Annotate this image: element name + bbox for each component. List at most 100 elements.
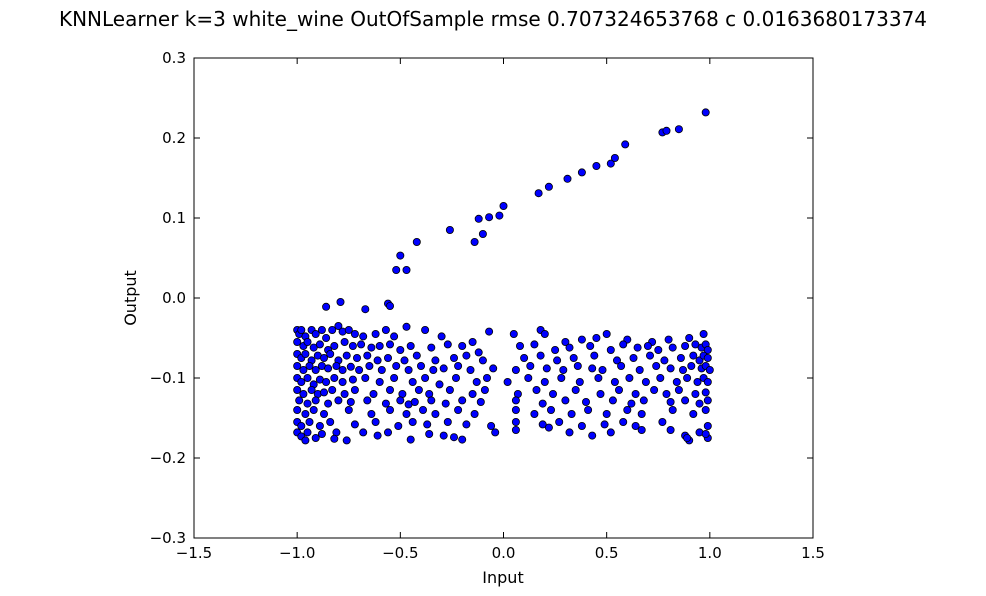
data-point (350, 329, 359, 338)
data-point (385, 405, 394, 414)
data-point (342, 351, 351, 360)
data-point (511, 417, 520, 426)
data-point (322, 377, 331, 386)
data-point (365, 361, 374, 370)
y-tick-label: 0.1 (162, 209, 186, 227)
data-point (363, 396, 372, 405)
x-tick-label: −1.0 (279, 544, 315, 562)
data-point (520, 353, 529, 362)
data-point (361, 373, 370, 382)
data-point (666, 364, 675, 373)
data-point (367, 343, 376, 352)
data-point (412, 237, 421, 246)
data-point (385, 340, 394, 349)
data-point (338, 365, 347, 374)
data-point (679, 365, 688, 374)
y-tick-label: 0.2 (162, 129, 186, 147)
data-point (311, 329, 320, 338)
data-point (293, 405, 302, 414)
data-point (621, 140, 630, 149)
data-point (544, 423, 553, 432)
data-point (319, 388, 328, 397)
data-point (437, 332, 446, 341)
data-point (396, 251, 405, 260)
data-point (619, 340, 628, 349)
data-point (299, 389, 308, 398)
data-point (495, 211, 504, 220)
data-point (423, 420, 432, 429)
data-point (643, 341, 652, 350)
data-point (610, 153, 619, 162)
data-point (538, 420, 547, 429)
data-point (693, 377, 702, 386)
x-tick-label: 1.0 (698, 544, 722, 562)
data-point (317, 325, 326, 334)
data-point (359, 332, 368, 341)
data-point (297, 377, 306, 386)
data-point (592, 161, 601, 170)
data-point (348, 341, 357, 350)
points-layer (293, 108, 714, 445)
data-point (563, 174, 572, 183)
data-point (538, 399, 547, 408)
data-point (703, 345, 712, 354)
data-point (449, 353, 458, 362)
data-point (637, 409, 646, 418)
data-point (666, 425, 675, 434)
data-point (569, 353, 578, 362)
data-point (410, 397, 419, 406)
data-point (418, 405, 427, 414)
data-point (489, 364, 498, 373)
data-point (309, 405, 318, 414)
x-tick-label: −1.5 (176, 544, 212, 562)
data-point (381, 399, 390, 408)
data-point (334, 321, 343, 330)
data-point (676, 353, 685, 362)
data-point (623, 405, 632, 414)
data-point (575, 377, 584, 386)
data-point (293, 337, 302, 346)
data-point (596, 389, 605, 398)
data-point (373, 356, 382, 365)
data-point (701, 429, 710, 438)
data-point (400, 356, 409, 365)
data-point (431, 356, 440, 365)
data-point (429, 365, 438, 374)
data-point (635, 365, 644, 374)
data-point (383, 428, 392, 437)
data-point (701, 405, 710, 414)
data-point (334, 396, 343, 405)
data-point (324, 399, 333, 408)
data-point (565, 428, 574, 437)
data-point (385, 385, 394, 394)
data-point (359, 428, 368, 437)
data-point (532, 385, 541, 394)
data-point (526, 361, 535, 370)
data-point (511, 405, 520, 414)
data-point (592, 333, 601, 342)
data-point (439, 364, 448, 373)
data-point (485, 327, 494, 336)
x-axis-label: Input (482, 568, 523, 587)
x-tick-label: 0.0 (492, 544, 516, 562)
data-point (524, 373, 533, 382)
data-point (555, 417, 564, 426)
y-axis: −0.3 −0.2 −0.1 0.0 0.1 0.2 0.3 (150, 49, 813, 547)
x-tick-label: −0.5 (382, 544, 418, 562)
data-point (311, 396, 320, 405)
data-point (480, 385, 489, 394)
data-point (375, 341, 384, 350)
data-point (613, 356, 622, 365)
data-point (330, 373, 339, 382)
data-point (668, 405, 677, 414)
data-point (344, 405, 353, 414)
data-point (319, 353, 328, 362)
data-point (544, 182, 553, 191)
data-point (443, 417, 452, 426)
y-tick-label: 0.0 (162, 289, 186, 307)
data-point (307, 385, 316, 394)
data-point (703, 377, 712, 386)
data-point (559, 365, 568, 374)
x-tick-label: 0.5 (595, 544, 619, 562)
data-point (468, 337, 477, 346)
